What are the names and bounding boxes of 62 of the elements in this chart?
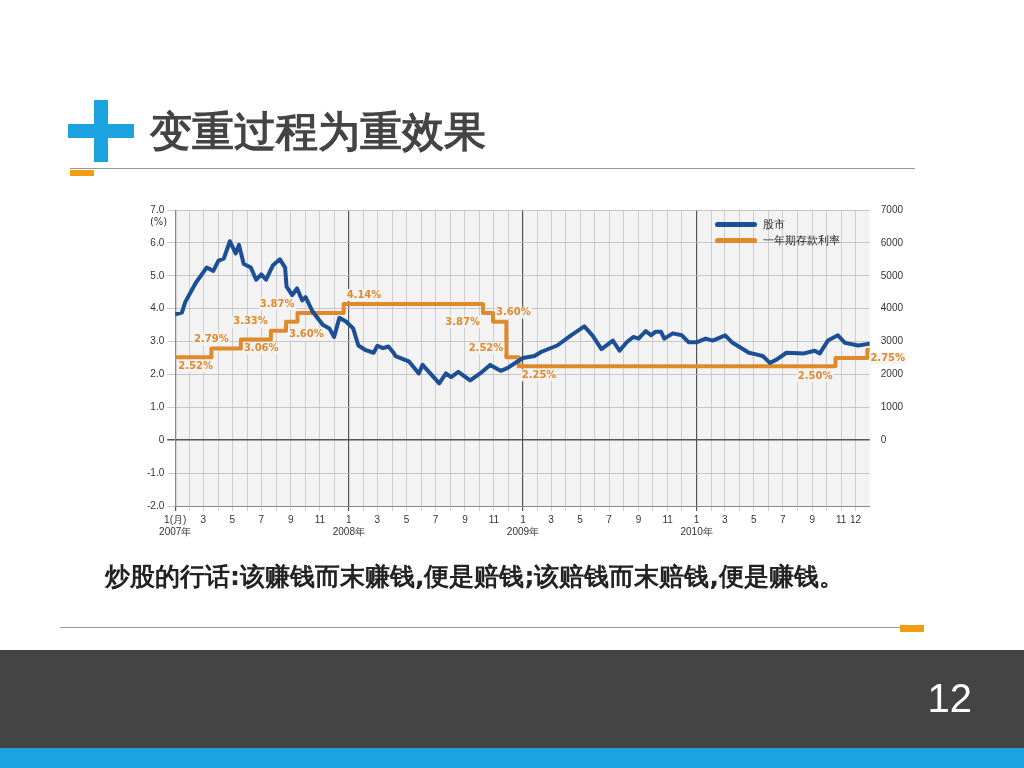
y-axis-title: (%) bbox=[149, 215, 168, 227]
x-tick-label: 11 bbox=[314, 513, 326, 525]
legend-label: 股市 bbox=[762, 216, 785, 232]
x-tick-label: 9 bbox=[288, 513, 295, 525]
data-label: 2.52% bbox=[468, 341, 504, 353]
data-label: 2.79% bbox=[194, 333, 229, 345]
x-tick-label: 3 bbox=[548, 513, 555, 525]
y2-tick-label: 5000 bbox=[880, 269, 904, 281]
x-tick-label: 7 bbox=[779, 513, 786, 525]
y2-tick-label: 0 bbox=[880, 433, 887, 445]
x-tick-label: 7 bbox=[606, 513, 613, 525]
y-tick-label: 5.0 bbox=[150, 269, 165, 281]
y-tick-label: 3.0 bbox=[150, 335, 165, 347]
x-tick-label: 11 bbox=[836, 513, 847, 525]
x-tick-label: 12 bbox=[849, 513, 862, 525]
x-tick-label: 5 bbox=[229, 513, 236, 525]
data-label: 2.52% bbox=[178, 359, 213, 371]
x-tick-label: 5 bbox=[403, 513, 410, 525]
y2-tick-label: 2000 bbox=[880, 368, 904, 380]
data-label: 3.60% bbox=[289, 328, 324, 340]
y-tick-label: 6.0 bbox=[150, 236, 165, 248]
x-tick-label: 1 2008年 bbox=[332, 513, 365, 537]
data-label: 3.60% bbox=[496, 306, 531, 318]
y2-tick-label: 1000 bbox=[880, 401, 904, 413]
x-tick-label: 7 bbox=[432, 513, 439, 525]
y-tick-label: -2.0 bbox=[147, 499, 165, 511]
data-label: 4.14% bbox=[346, 288, 382, 300]
legend-label: 一年期存款利率 bbox=[762, 232, 840, 248]
x-tick-label: 5 bbox=[577, 513, 584, 525]
x-tick-label: 11 bbox=[662, 513, 674, 525]
data-label: 3.06% bbox=[243, 342, 279, 354]
y2-tick-label: 7000 bbox=[880, 203, 904, 215]
data-label: 3.87% bbox=[259, 297, 295, 309]
x-tick-label: 3 bbox=[374, 513, 381, 525]
chart-title: 变重过程为重效果 bbox=[150, 106, 486, 158]
x-tick-label: 9 bbox=[635, 513, 642, 525]
x-tick-label: 9 bbox=[809, 513, 816, 525]
text: 炒股的行话:该赚钱而末赚钱,便是赔钱;该赔钱而末赔钱,便是赚钱。 bbox=[105, 561, 844, 593]
y-tick-label: -1.0 bbox=[147, 466, 165, 478]
data-label: 2.25% bbox=[521, 368, 557, 380]
text: 12 bbox=[927, 676, 972, 721]
y2-tick-label: 4000 bbox=[880, 302, 904, 314]
x-tick-label: 9 bbox=[462, 513, 469, 525]
data-label: 2.75% bbox=[870, 352, 906, 364]
x-tick-label: 7 bbox=[258, 513, 265, 525]
x-tick-label: 1(月) 2007年 bbox=[159, 513, 192, 537]
x-tick-label: 5 bbox=[750, 513, 757, 525]
x-tick-label: 1 2009年 bbox=[506, 513, 540, 537]
x-tick-label: 3 bbox=[200, 513, 207, 525]
y-tick-label: 0 bbox=[158, 433, 165, 445]
data-label: 3.33% bbox=[233, 315, 268, 327]
y-tick-label: 1.0 bbox=[150, 401, 165, 413]
x-tick-label: 3 bbox=[721, 513, 728, 525]
x-tick-label: 11 bbox=[488, 513, 500, 525]
y2-tick-label: 3000 bbox=[880, 335, 904, 347]
data-label: 3.87% bbox=[445, 315, 481, 327]
data-label: 2.50% bbox=[797, 369, 833, 381]
y2-tick-label: 6000 bbox=[880, 236, 904, 248]
x-tick-label: 1 2010年 bbox=[680, 513, 713, 537]
y-tick-label: 2.0 bbox=[150, 368, 165, 380]
y-tick-label: 4.0 bbox=[150, 302, 165, 314]
y-tick-label: 7.0 bbox=[150, 203, 165, 215]
